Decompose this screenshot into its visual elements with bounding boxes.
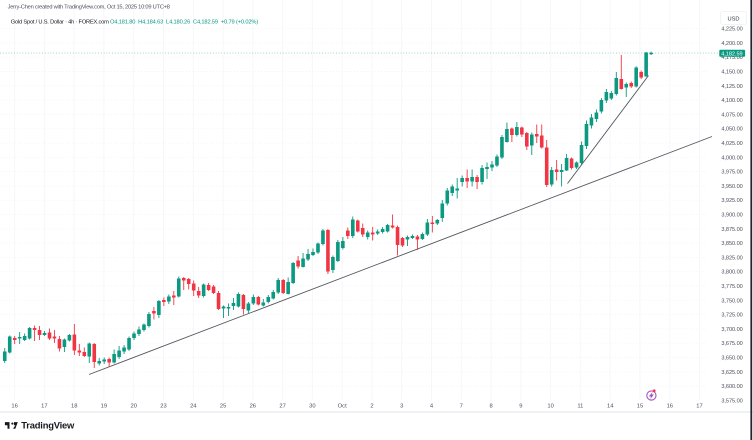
svg-text:4: 4 — [430, 404, 434, 410]
svg-text:4,150.00: 4,150.00 — [721, 70, 742, 76]
svg-text:3,925.00: 3,925.00 — [721, 198, 742, 204]
svg-text:USD: USD — [727, 17, 739, 23]
svg-text:2: 2 — [370, 404, 373, 410]
svg-text:7: 7 — [460, 404, 463, 410]
svg-text:16: 16 — [11, 404, 17, 410]
svg-text:3,725.00: 3,725.00 — [721, 313, 742, 319]
svg-text:4,125.00: 4,125.00 — [721, 84, 742, 90]
svg-text:3,825.00: 3,825.00 — [721, 255, 742, 261]
svg-text:14: 14 — [607, 404, 614, 410]
svg-text:TradingView: TradingView — [21, 420, 75, 431]
svg-text:4,182.59: 4,182.59 — [721, 51, 742, 57]
svg-text:18: 18 — [71, 404, 77, 410]
svg-text:19: 19 — [101, 404, 107, 410]
svg-text:27: 27 — [279, 404, 285, 410]
svg-text:4,100.00: 4,100.00 — [721, 98, 742, 104]
svg-text:3,750.00: 3,750.00 — [721, 298, 742, 304]
svg-text:3,775.00: 3,775.00 — [721, 284, 742, 290]
svg-text:3,900.00: 3,900.00 — [721, 213, 742, 219]
svg-text:17: 17 — [696, 404, 702, 410]
svg-text:3,875.00: 3,875.00 — [721, 227, 742, 233]
svg-text:15: 15 — [637, 404, 643, 410]
svg-text:16: 16 — [667, 404, 673, 410]
svg-text:3,575.00: 3,575.00 — [721, 398, 742, 404]
svg-text:3,950.00: 3,950.00 — [721, 184, 742, 190]
svg-text:Jerry-Chen created with Tradin: Jerry-Chen created with TradingView.com,… — [8, 4, 170, 10]
svg-text:4,175.00: 4,175.00 — [721, 55, 742, 61]
svg-text:3,675.00: 3,675.00 — [721, 341, 742, 347]
svg-text:11: 11 — [577, 404, 583, 410]
svg-text:3,600.00: 3,600.00 — [721, 384, 742, 390]
svg-text:10: 10 — [547, 404, 553, 410]
svg-text:20: 20 — [130, 404, 136, 410]
svg-text:8: 8 — [489, 404, 492, 410]
svg-text:23: 23 — [160, 404, 166, 410]
svg-text:4,075.00: 4,075.00 — [721, 112, 742, 118]
svg-text:3,850.00: 3,850.00 — [721, 241, 742, 247]
svg-text:3,700.00: 3,700.00 — [721, 327, 742, 333]
svg-text:4,025.00: 4,025.00 — [721, 141, 742, 147]
svg-text:4,000.00: 4,000.00 — [721, 155, 742, 161]
svg-text:4,200.00: 4,200.00 — [721, 41, 742, 47]
svg-text:30: 30 — [309, 404, 315, 410]
svg-text:4,050.00: 4,050.00 — [721, 127, 742, 133]
svg-text:24: 24 — [190, 404, 197, 410]
svg-text:3,625.00: 3,625.00 — [721, 370, 742, 376]
svg-text:Gold Spot / U.S. Dollar · 4h ·: Gold Spot / U.S. Dollar · 4h · FOREX.com — [11, 19, 109, 25]
svg-text:Oct: Oct — [338, 404, 347, 410]
svg-text:9: 9 — [519, 404, 522, 410]
svg-text:25: 25 — [220, 404, 226, 410]
svg-text:4,225.00: 4,225.00 — [721, 27, 742, 33]
svg-text:3,800.00: 3,800.00 — [721, 270, 742, 276]
svg-text:3,975.00: 3,975.00 — [721, 170, 742, 176]
svg-text:3: 3 — [400, 404, 403, 410]
svg-text:17: 17 — [41, 404, 47, 410]
svg-text:26: 26 — [250, 404, 256, 410]
svg-text:3,650.00: 3,650.00 — [721, 356, 742, 362]
svg-text:O4,181.80 H4,184.63 L4,180.2: O4,181.80 H4,184.63 L4,180.26 C4,182.59 … — [110, 19, 258, 25]
